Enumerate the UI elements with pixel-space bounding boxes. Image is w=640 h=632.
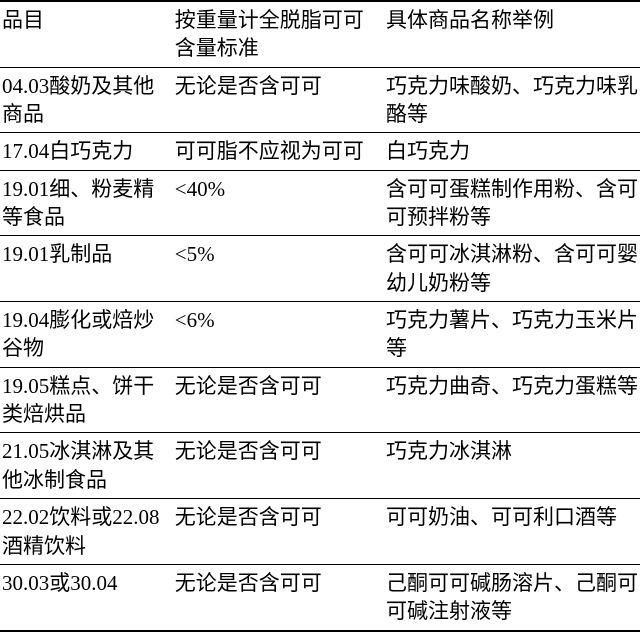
cell-item: 04.03酸奶及其他商品 <box>0 67 173 133</box>
cell-item: 30.03或30.04 <box>0 564 173 630</box>
cell-standard: 无论是否含可可 <box>173 433 384 499</box>
table-row: 19.04膨化或焙炒谷物 <6% 巧克力薯片、巧克力玉米片等 <box>0 302 640 368</box>
cell-example: 己酮可可碱肠溶片、己酮可可碱注射液等 <box>384 564 640 630</box>
cell-example: 含可可冰淇淋粉、含可可婴幼儿奶粉等 <box>384 236 640 302</box>
cell-example: 巧克力曲奇、巧克力蛋糕等 <box>384 367 640 433</box>
cell-item: 19.05糕点、饼干类焙烘品 <box>0 367 173 433</box>
cell-standard: 无论是否含可可 <box>173 367 384 433</box>
table-row: 19.01乳制品 <5% 含可可冰淇淋粉、含可可婴幼儿奶粉等 <box>0 236 640 302</box>
cell-item: 19.04膨化或焙炒谷物 <box>0 302 173 368</box>
cell-example: 可可奶油、可可利口酒等 <box>384 499 640 565</box>
cell-example: 巧克力冰淇淋 <box>384 433 640 499</box>
cell-example: 含可可蛋糕制作用粉、含可可预拌粉等 <box>384 170 640 236</box>
table-row: 04.03酸奶及其他商品 无论是否含可可 巧克力味酸奶、巧克力味乳酪等 <box>0 67 640 133</box>
cell-standard: 无论是否含可可 <box>173 67 384 133</box>
cell-item: 21.05冰淇淋及其他冰制食品 <box>0 433 173 499</box>
cell-item: 17.04白巧克力 <box>0 133 173 170</box>
cell-standard: 无论是否含可可 <box>173 564 384 630</box>
cell-standard: 无论是否含可可 <box>173 499 384 565</box>
cell-example: 巧克力味酸奶、巧克力味乳酪等 <box>384 67 640 133</box>
cell-example: 巧克力薯片、巧克力玉米片等 <box>384 302 640 368</box>
cell-item: 19.01乳制品 <box>0 236 173 302</box>
cocoa-classification-table: 品目 按重量计全脱脂可可含量标准 具体商品名称举例 04.03酸奶及其他商品 无… <box>0 0 640 632</box>
table-row: 30.03或30.04 无论是否含可可 己酮可可碱肠溶片、己酮可可碱注射液等 <box>0 564 640 630</box>
header-item: 品目 <box>0 1 173 67</box>
cell-standard: <5% <box>173 236 384 302</box>
header-standard: 按重量计全脱脂可可含量标准 <box>173 1 384 67</box>
header-example: 具体商品名称举例 <box>384 1 640 67</box>
table-header-row: 品目 按重量计全脱脂可可含量标准 具体商品名称举例 <box>0 1 640 67</box>
table-row: 19.01细、粉麦精等食品 <40% 含可可蛋糕制作用粉、含可可预拌粉等 <box>0 170 640 236</box>
cell-item: 22.02饮料或22.08酒精饮料 <box>0 499 173 565</box>
cell-item: 19.01细、粉麦精等食品 <box>0 170 173 236</box>
cell-standard: <40% <box>173 170 384 236</box>
table-row: 19.05糕点、饼干类焙烘品 无论是否含可可 巧克力曲奇、巧克力蛋糕等 <box>0 367 640 433</box>
cell-standard: 可可脂不应视为可可 <box>173 133 384 170</box>
table-row: 22.02饮料或22.08酒精饮料 无论是否含可可 可可奶油、可可利口酒等 <box>0 499 640 565</box>
cell-example: 白巧克力 <box>384 133 640 170</box>
table-row: 21.05冰淇淋及其他冰制食品 无论是否含可可 巧克力冰淇淋 <box>0 433 640 499</box>
table-row: 17.04白巧克力 可可脂不应视为可可 白巧克力 <box>0 133 640 170</box>
table-body: 04.03酸奶及其他商品 无论是否含可可 巧克力味酸奶、巧克力味乳酪等 17.0… <box>0 67 640 630</box>
cell-standard: <6% <box>173 302 384 368</box>
